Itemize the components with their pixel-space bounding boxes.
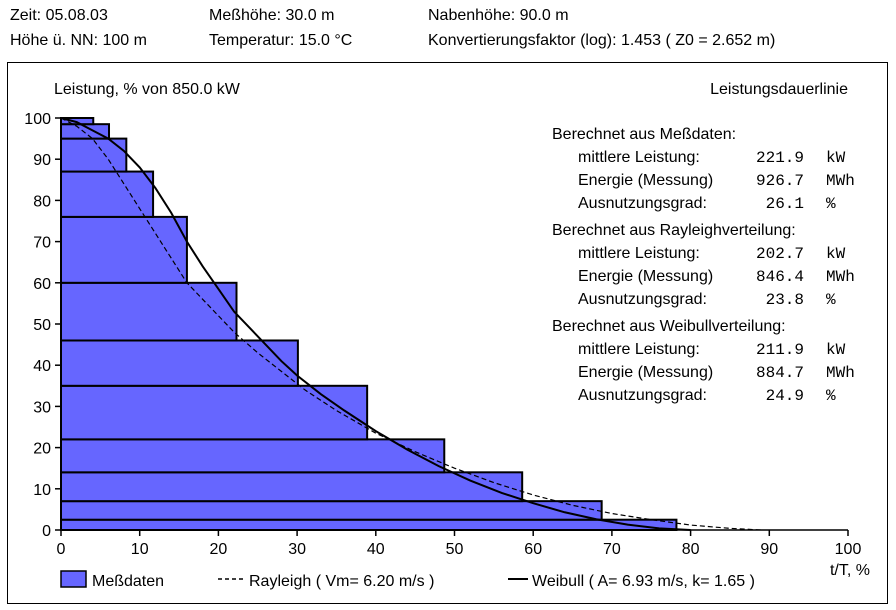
x-tick-label-10: 10 xyxy=(131,541,149,558)
stats-label-1-2: Ausnutzungsgrad: xyxy=(578,291,707,308)
stats-unit-0-1: MWh xyxy=(826,172,855,190)
y-axis-label: Leistung, % von 850.0 kW xyxy=(54,81,241,98)
bar-messdaten-2 xyxy=(60,471,524,503)
header-nabenhoehe: Nabenhöhe: 90.0 m xyxy=(428,7,569,24)
stats-value-0-0: 221.9 xyxy=(756,149,804,167)
header-temperatur: Temperatur: 15.0 °C xyxy=(209,32,353,49)
stats-label-0-0: mittlere Leistung: xyxy=(578,149,700,166)
stats-value-1-2: 23.8 xyxy=(766,291,804,309)
stats-value-0-1: 926.7 xyxy=(756,172,804,190)
stats-label-2-0: mittlere Leistung: xyxy=(578,341,700,358)
chart-frame: 0 10 20 30 40 50 60 70 80 90 100 0 10 20 30 40 50 60 70 80 9… xyxy=(7,62,888,604)
x-tick-label-90: 90 xyxy=(760,541,778,558)
y-tick-label-80: 80 xyxy=(33,193,51,210)
y-tick-label-30: 30 xyxy=(33,399,51,416)
bar-messdaten-1 xyxy=(60,500,603,521)
stats-unit-2-0: kW xyxy=(826,341,846,359)
stats-label-1-1: Energie (Messung) xyxy=(578,268,713,285)
bar-messdaten-4 xyxy=(60,384,369,441)
y-tick-label-70: 70 xyxy=(33,235,51,252)
y-tick-label-10: 10 xyxy=(33,482,51,499)
stats-unit-0-0: kW xyxy=(826,149,846,167)
x-tick-label-20: 20 xyxy=(210,541,228,558)
bar-messdaten-5 xyxy=(60,339,299,387)
y-tick-label-20: 20 xyxy=(33,441,51,458)
stats-unit-0-2: % xyxy=(826,195,836,213)
header-messhoehe: Meßhöhe: 30.0 m xyxy=(209,7,335,24)
x-tick-label-100: 100 xyxy=(835,541,862,558)
x-tick-label-60: 60 xyxy=(524,541,542,558)
header-hoehe-nn: Höhe ü. NN: 100 m xyxy=(10,32,147,49)
x-tick-label-0: 0 xyxy=(57,541,66,558)
series-rayleigh xyxy=(60,117,762,531)
y-tick-label-90: 90 xyxy=(33,152,51,169)
stats-unit-1-0: kW xyxy=(826,245,846,263)
x-tick-label-30: 30 xyxy=(288,541,306,558)
stats-label-2-2: Ausnutzungsgrad: xyxy=(578,387,707,404)
bar-messdaten-7 xyxy=(60,215,188,284)
stats-value-1-0: 202.7 xyxy=(756,245,804,263)
stats-unit-1-2: % xyxy=(826,291,836,309)
x-tick-label-70: 70 xyxy=(603,541,621,558)
stats-value-2-0: 211.9 xyxy=(756,341,804,359)
bar-messdaten-9 xyxy=(60,137,128,173)
legend-label-messdaten: Meßdaten xyxy=(92,573,164,590)
x-tick-label-80: 80 xyxy=(682,541,700,558)
stats-label-0-1: Energie (Messung) xyxy=(578,172,713,189)
power-duration-chart: 0 10 20 30 40 50 60 70 80 90 100 0 10 20 30 40 50 60 70 80 9… xyxy=(24,81,870,590)
series-weibull xyxy=(60,117,691,531)
x-tick-label-40: 40 xyxy=(367,541,385,558)
stats-unit-2-2: % xyxy=(826,387,836,405)
stats-label-0-2: Ausnutzungsgrad: xyxy=(578,195,707,212)
header-konvertierung: Konvertierungsfaktor (log): 1.453 ( Z0 =… xyxy=(428,32,776,49)
y-tick-label-60: 60 xyxy=(33,276,51,293)
stats-value-1-1: 846.4 xyxy=(756,268,804,286)
stats-unit-2-1: MWh xyxy=(826,364,855,382)
stats-value-2-2: 24.9 xyxy=(766,387,804,405)
x-axis-label: t/T, % xyxy=(830,562,870,579)
stats-heading-0: Berechnet aus Meßdaten: xyxy=(552,126,736,143)
legend-label-weibull: Weibull ( A= 6.93 m/s, k= 1.65 ) xyxy=(532,573,755,590)
stats-heading-1: Berechnet aus Rayleighverteilung: xyxy=(552,222,796,239)
y-tick-label-40: 40 xyxy=(33,358,51,375)
header-zeit: Zeit: 05.08.03 xyxy=(10,7,108,24)
stats-unit-1-1: MWh xyxy=(826,268,855,286)
y-tick-label-50: 50 xyxy=(33,317,51,334)
chart-title: Leistungsdauerlinie xyxy=(710,81,848,98)
bar-messdaten-6 xyxy=(60,281,238,342)
y-tick-label-100: 100 xyxy=(24,111,51,128)
legend-swatch-messdaten xyxy=(60,570,87,588)
stats-label-2-1: Energie (Messung) xyxy=(578,364,713,381)
stats-value-2-1: 884.7 xyxy=(756,364,804,382)
stats-heading-2: Berechnet aus Weibullverteilung: xyxy=(552,318,786,335)
legend-label-rayleigh: Rayleigh ( Vm= 6.20 m/s ) xyxy=(249,573,434,590)
bar-messdaten-8 xyxy=(60,170,155,218)
x-tick-label-50: 50 xyxy=(446,541,464,558)
stats-label-1-0: mittlere Leistung: xyxy=(578,245,700,262)
bar-messdaten-0 xyxy=(60,518,678,532)
bar-messdaten-3 xyxy=(60,438,446,474)
stats-value-0-2: 26.1 xyxy=(766,195,804,213)
y-tick-label-0: 0 xyxy=(42,523,51,540)
